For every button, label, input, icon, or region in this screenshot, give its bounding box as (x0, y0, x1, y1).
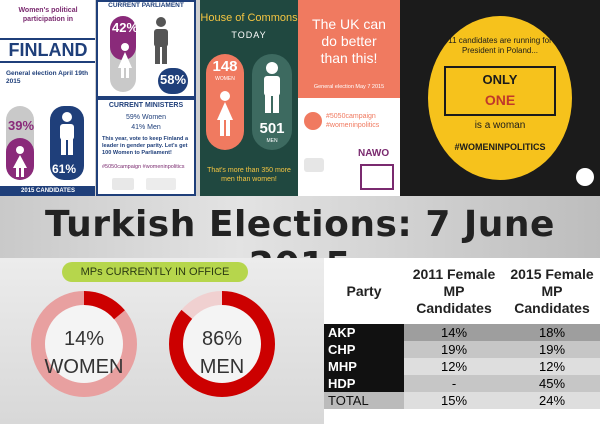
title-banner: Turkish Elections: 7 June 2015 (0, 196, 600, 258)
parliament-women-pct: 42% (112, 20, 139, 35)
ministers-note: This year, vote to keep Finland a leader… (102, 136, 189, 156)
parliament-card: CURRENT PARLIAMENT 42% 58% (96, 0, 196, 98)
table-row: AKP 14% 18% (324, 324, 600, 341)
y2011-cell: - (404, 375, 504, 392)
party-cell: HDP (324, 375, 404, 392)
wep-logo (360, 164, 394, 190)
poland-only: ONLY (482, 72, 518, 87)
brand-badge (576, 168, 594, 186)
twitter-icon (304, 112, 322, 130)
women-pill-fill (110, 16, 136, 60)
hoc-women-count: 148 (212, 58, 238, 75)
parliament-header: CURRENT PARLIAMENT (108, 2, 184, 9)
partner-logo (146, 178, 176, 190)
men-donut-arc (169, 291, 275, 397)
ministers-women: 59% Women (126, 114, 166, 121)
poland-card: 11 candidates are running for President … (400, 0, 600, 196)
party-cell: CHP (324, 341, 404, 358)
women-donut-arc (31, 291, 137, 397)
men-donut-pct: 86% (201, 328, 243, 350)
woman-icon (13, 146, 27, 177)
page-title: Turkish Elections: 7 June 2015 (45, 204, 555, 258)
y2015-cell: 18% (504, 324, 600, 341)
finland-heading: Women's political participation in (18, 7, 78, 23)
hoc-men-label: MEN (266, 138, 278, 144)
ministers-header: CURRENT MINISTERS (108, 102, 184, 109)
women-donut-label: WOMEN (44, 356, 124, 378)
y2011-cell: 12% (404, 358, 504, 375)
uk-card: The UK can do better than this! General … (298, 0, 400, 98)
ministers-hashtag: #5050campaign #womeninpolitics (102, 164, 185, 170)
hoc-men-count: 501 (259, 120, 285, 137)
partner-logo (304, 158, 324, 172)
poland-one: ONE (484, 92, 516, 108)
uk-election: General election May 7 2015 (313, 84, 385, 90)
donut-charts (31, 291, 275, 397)
partner-logo (112, 178, 134, 190)
man-icon (264, 62, 280, 113)
mps-panel: MPs CURRENTLY IN OFFICE 14% WOMEN 86% ME… (0, 258, 324, 424)
nawo-logo: NAWO (358, 148, 390, 159)
finland-election: General election April 19th 2015 (6, 70, 89, 85)
woman-icon (118, 43, 132, 78)
ministers-men: 41% Men (131, 124, 161, 131)
mps-label: MPs CURRENTLY IN OFFICE (62, 262, 248, 282)
cand-men-pct: 61% (52, 162, 77, 176)
uk-hashtag-card: #5050campaign #womeninpolitics NAWO (298, 98, 400, 196)
only-one-box (444, 66, 556, 116)
hoc-footer: That's more than 350 more men than women… (207, 167, 291, 183)
parliament-men-pct: 58% (160, 72, 187, 87)
men-pill-fill (158, 68, 188, 94)
col-2015: 2015 Female MP Candidates (510, 265, 594, 316)
uk-line: The UK can do better than this! (312, 16, 386, 66)
candidates-card: 39% 61% 2015 CANDIDATES (0, 98, 96, 196)
candidates-footer: 2015 CANDIDATES (0, 186, 95, 196)
hoc-subtitle: TODAY (231, 30, 267, 40)
table-row: CHP 19% 19% (324, 341, 600, 358)
party-cell: AKP (324, 324, 404, 341)
table-row: HDP -45% (324, 375, 600, 392)
men-donut (169, 291, 275, 397)
poland-hashtag: #WOMENINPOLITICS (454, 142, 546, 152)
hoc-title: House of Commons (200, 12, 298, 24)
y2015-cell: 24% (504, 392, 600, 409)
y2015-cell: 19% (504, 341, 600, 358)
y2011-cell: 15% (404, 392, 504, 409)
yellow-circle (428, 16, 572, 180)
ministers-card: CURRENT MINISTERS 59% Women 41% Men This… (96, 98, 196, 196)
hoc-women-label: WOMEN (215, 76, 235, 82)
poland-lead: 11 candidates are running for President … (448, 36, 552, 55)
man-icon (60, 112, 74, 155)
candidates-table: Party 2011 Female MP Candidates 2015 Fem… (324, 258, 600, 424)
cand-women-pct: 39% (8, 118, 35, 133)
men-donut-label: MEN (199, 356, 245, 378)
col-party: Party (346, 282, 382, 299)
finland-card: Women's political participation in FINLA… (0, 0, 96, 98)
y2015-cell: 45% (504, 375, 600, 392)
col-2011: 2011 Female MP Candidates (412, 265, 496, 316)
y2011-cell: 19% (404, 341, 504, 358)
table-header-row: Party 2011 Female MP Candidates 2015 Fem… (324, 258, 600, 324)
uk-hashtags: #5050campaign #womeninpolitics (326, 113, 380, 129)
finland-country: FINLAND (0, 38, 95, 63)
table-row: TOTAL 15% 24% (324, 392, 600, 409)
man-icon (154, 17, 168, 64)
poland-rest: is a woman (474, 120, 526, 131)
women-donut (31, 291, 137, 397)
party-cell: MHP (324, 358, 404, 375)
table-row: MHP 12% 12% (324, 358, 600, 375)
party-table: Party 2011 Female MP Candidates 2015 Fem… (324, 258, 600, 409)
party-cell: TOTAL (324, 392, 404, 409)
woman-icon (217, 91, 233, 136)
hoc-card: House of Commons TODAY 148 WOMEN 501 MEN… (200, 0, 298, 196)
y2015-cell: 12% (504, 358, 600, 375)
y2011-cell: 14% (404, 324, 504, 341)
women-donut-pct: 14% (63, 328, 105, 350)
